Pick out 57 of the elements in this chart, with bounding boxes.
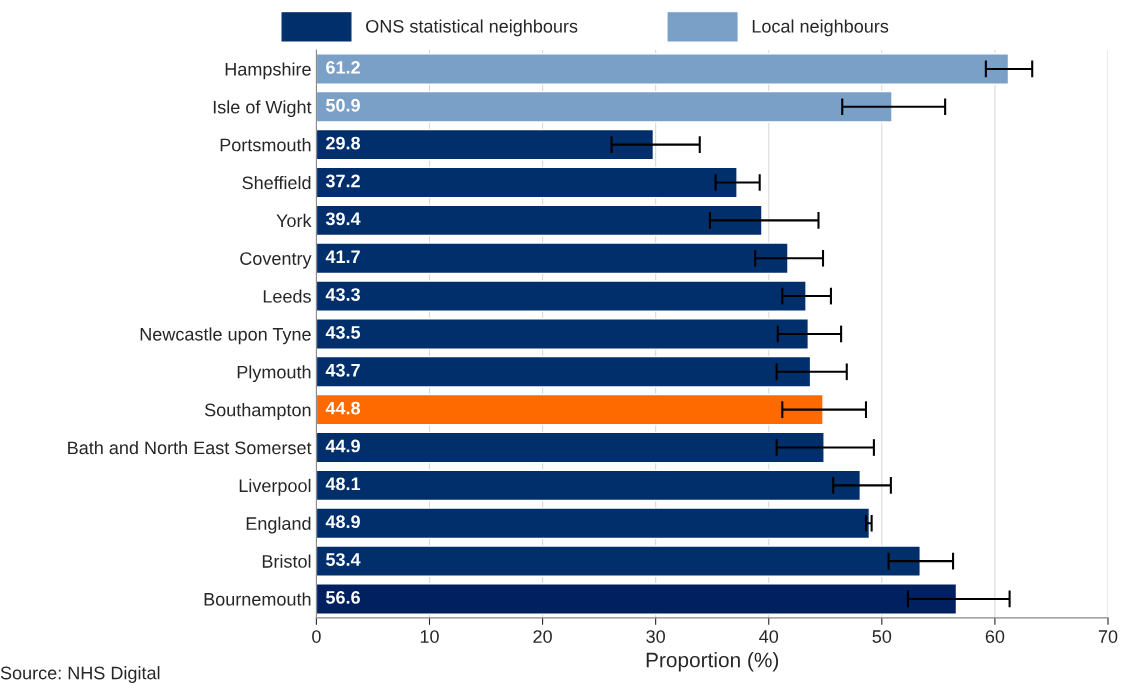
y-tick-label: York [276,213,312,228]
y-tick-label: Bournemouth [204,592,311,606]
x-axis-title: Proportion (%) [646,652,779,672]
y-tick-label: England [246,516,311,534]
y-tick-label: Isle of Wight [213,100,312,118]
x-tick-label: 20 [533,630,552,643]
bar [316,90,893,123]
bar [316,204,763,237]
data-label: 53.4 [326,553,361,566]
bar [316,280,807,312]
y-tick-label: Bath and North East Somerset [68,440,312,455]
x-tick-label: 30 [646,630,665,643]
data-label: 44.8 [325,401,361,415]
data-label: 41.7 [325,250,360,263]
x-tick-label: 40 [759,630,779,643]
x-tick-label: 10 [420,630,439,643]
y-tick-label: Coventry [240,252,312,269]
data-label: 56.6 [326,591,360,604]
y-tick-label: Plymouth [237,365,311,383]
legend-label: Local neighbours [752,19,889,37]
bar [316,507,871,540]
data-label: 48.9 [325,515,360,529]
bar [316,53,1010,85]
data-label: 50.9 [326,98,360,112]
y-tick-label: Newcastle upon Tyne [140,327,311,345]
y-tick-label: Sheffield [242,175,311,190]
data-label: 43.5 [325,326,361,339]
y-tick-label: Southampton [204,403,311,420]
bar [316,583,958,615]
bar [316,166,738,199]
data-label: 37.2 [325,174,360,188]
bar [316,469,862,502]
data-label: 29.8 [326,136,361,150]
y-tick-label: Liverpool [239,478,311,496]
bar [316,545,921,577]
bar [316,355,812,388]
bar [316,393,824,426]
data-label: 43.7 [325,363,360,377]
y-tick-label: Bristol [262,554,311,568]
bar [316,318,810,350]
x-tick-label: 70 [1098,630,1118,643]
y-tick-label: Leeds [263,289,311,303]
y-tick-label: Portsmouth [220,138,311,152]
data-label: 43.3 [325,288,360,301]
y-tick-label: Hampshire [225,62,311,80]
data-label: 48.1 [325,477,361,491]
legend-label: ONS statistical neighbours [366,19,578,37]
source-note: Source: NHS Digital [0,666,160,683]
data-label: 44.9 [325,439,360,453]
bar [316,242,789,275]
x-tick-label: 50 [872,630,892,643]
data-label: 39.4 [325,212,361,226]
bar [316,128,655,161]
data-label: 61.2 [326,61,360,74]
x-tick-label: 60 [985,630,1005,643]
x-tick-label: 0 [312,630,321,643]
bar [316,431,825,464]
